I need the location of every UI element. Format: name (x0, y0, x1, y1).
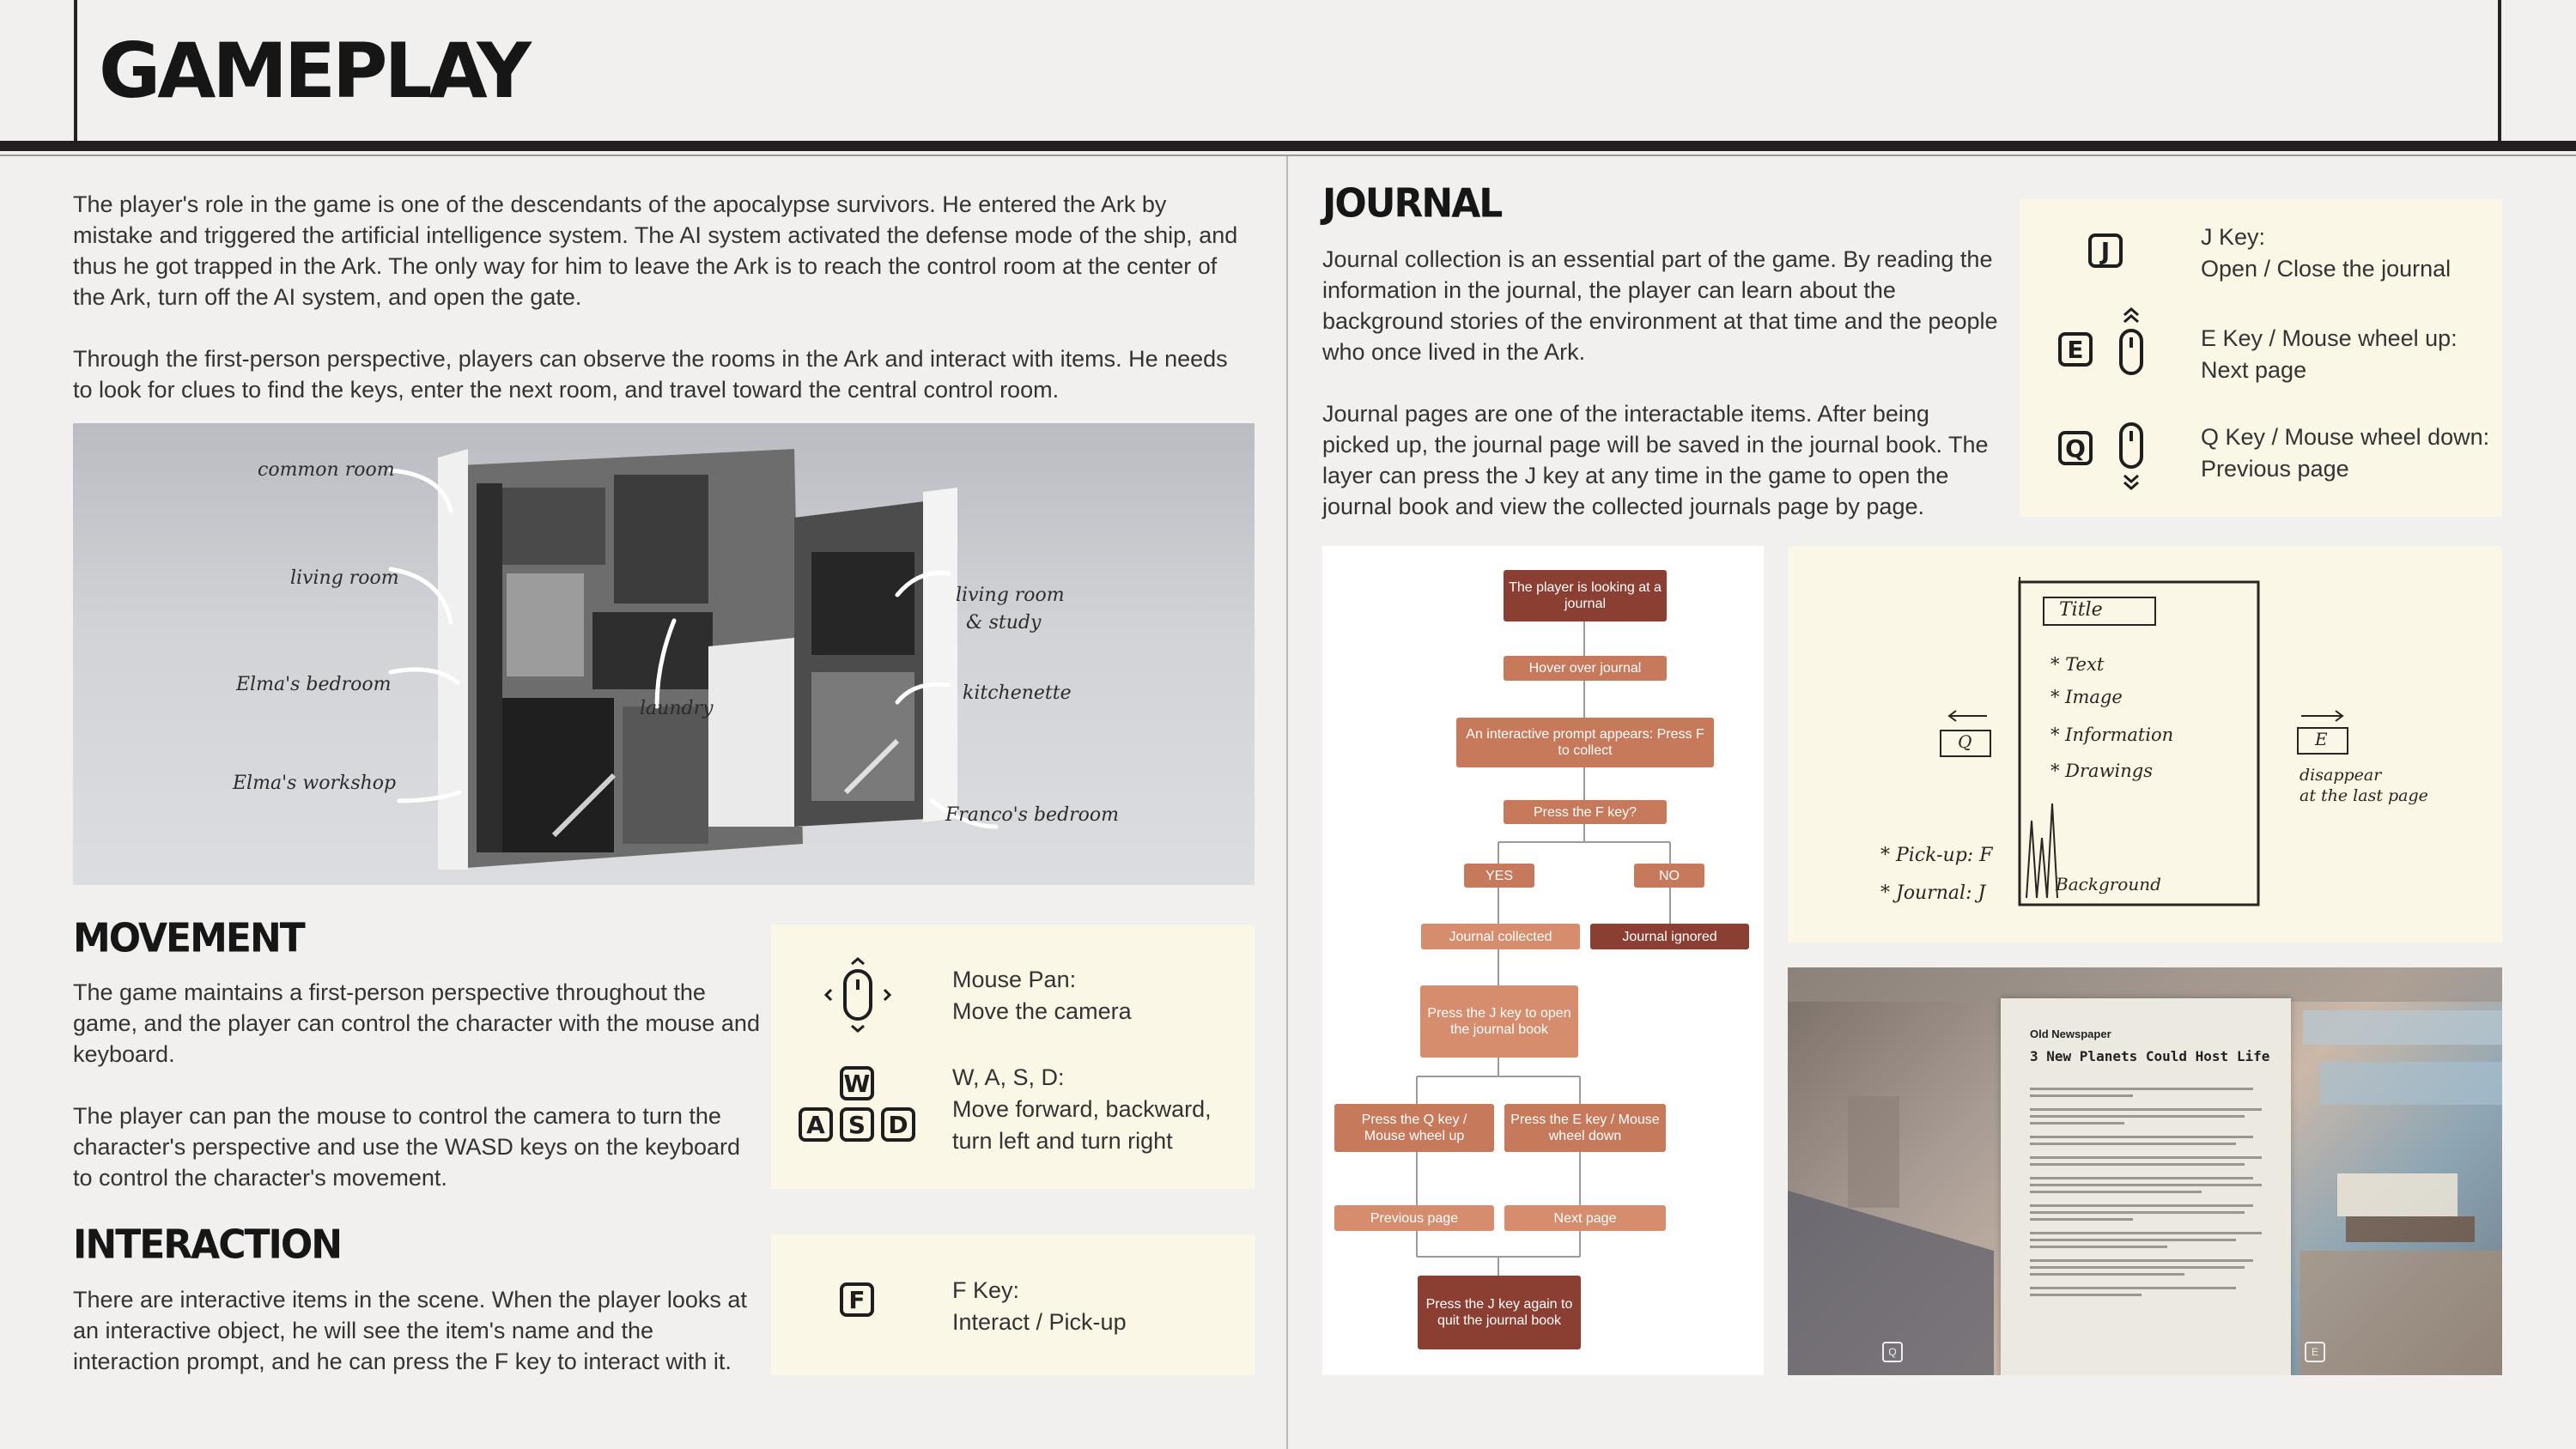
label-living-room: living room (290, 567, 399, 589)
sketch-drawing (1940, 577, 2348, 906)
ark-building-illustration (388, 449, 999, 870)
flowchart-connectors (1416, 621, 1671, 1276)
flow-node-open: Press the J key to open the journal book (1420, 985, 1578, 1058)
flow-node-yes: YES (1464, 864, 1534, 888)
movement-paragraph-2: The player can pan the mouse to control … (73, 1103, 741, 1191)
page-title: GAMEPLAY (99, 27, 532, 115)
intro-paragraph-2: Through the first-person perspective, pl… (73, 346, 1228, 403)
journal-heading: JOURNAL (1322, 180, 1503, 227)
newspaper-headline: 3 New Planets Could Host Life (2030, 1048, 2270, 1064)
q-key-desc: Previous page (2201, 456, 2349, 482)
in-game-journal-screenshot: Old Newspaper 3 New Planets Could Host L… (1788, 967, 2502, 1375)
newspaper-body-lines (2030, 1088, 2262, 1296)
sketch-pickup-note: * Pick-up: F (1880, 845, 1993, 866)
label-living-room-study-1: living room (956, 585, 1065, 606)
f-key-title: F Key: (952, 1277, 1020, 1303)
flow-node-looking: The player is looking at a journal (1504, 570, 1667, 621)
header-right-rule (2498, 0, 2501, 142)
sketch-background: Background (2056, 874, 2161, 894)
header-left-rule (74, 0, 77, 142)
f-key-desc: Interact / Pick-up (952, 1309, 1127, 1335)
flow-node-q-wheel: Press the Q key / Mouse wheel up (1334, 1104, 1494, 1152)
movement-heading: MOVEMENT (73, 915, 306, 962)
d-key: D (881, 1107, 915, 1142)
journal-layout-sketch: Title * Text * Image * Information * Dra… (1788, 546, 2502, 943)
j-key: J (2088, 233, 2123, 268)
screenshot-e-key: E (2305, 1342, 2325, 1362)
label-kitchenette: kitchenette (963, 682, 1072, 704)
header-thin-divider (0, 155, 2576, 156)
j-key-desc: Open / Close the journal (2201, 256, 2451, 282)
e-key: E (2058, 332, 2093, 367)
q-key-title: Q Key / Mouse wheel down: (2201, 424, 2490, 450)
interaction-controls-panel: F F Key: Interact / Pick-up (771, 1234, 1255, 1375)
ark-building-image: common room living room Elma's bedroom E… (73, 423, 1255, 885)
wasd-desc-line-2: turn left and turn right (952, 1128, 1173, 1154)
interaction-paragraph: There are interactive items in the scene… (73, 1287, 747, 1374)
f-key: F (840, 1282, 874, 1317)
sketch-item-information: * Information (2050, 724, 2174, 745)
sketch-item-drawings: * Drawings (2050, 761, 2154, 781)
w-key: W (840, 1066, 874, 1100)
column-divider (1286, 156, 1288, 1449)
sketch-journal-note: * Journal: J (1880, 882, 1986, 904)
interaction-heading: INTERACTION (73, 1222, 343, 1269)
q-key: Q (2058, 431, 2093, 465)
j-key-title: J Key: (2201, 224, 2266, 250)
flow-node-next: Next page (1504, 1205, 1666, 1231)
flow-node-collected: Journal collected (1421, 924, 1580, 949)
label-elmas-bedroom: Elma's bedroom (236, 674, 392, 695)
movement-paragraph-1: The game maintains a first-person perspe… (73, 979, 760, 1067)
journal-controls-panel: J J Key: Open / Close the journal E E Ke… (2020, 199, 2502, 517)
wasd-title: W, A, S, D: (952, 1064, 1065, 1090)
flow-node-prompt: An interactive prompt appears: Press F t… (1456, 718, 1714, 767)
mouse-pan-icon (823, 957, 892, 1033)
flow-node-hover: Hover over journal (1504, 656, 1667, 681)
sketch-title: Title (2059, 599, 2103, 621)
flow-node-quit: Press the J key again to quit the journa… (1418, 1276, 1581, 1349)
mouse-wheel-down-icon (2119, 422, 2143, 490)
sketch-item-image: * Image (2050, 687, 2123, 707)
screenshot-scene (1788, 967, 2502, 1375)
sketch-disappear-note-1: disappear (2300, 766, 2382, 785)
flow-node-prev: Previous page (1334, 1205, 1494, 1231)
label-francos-bedroom: Franco's bedroom (945, 804, 1120, 826)
movement-controls-panel: Mouse Pan: Move the camera W A S D W, A,… (771, 925, 1255, 1189)
intro-paragraph-1: The player's role in the game is one of … (73, 191, 1238, 310)
sketch-item-text: * Text (2050, 654, 2105, 675)
e-key-title: E Key / Mouse wheel up: (2201, 325, 2458, 351)
journal-paragraph-1: Journal collection is an essential part … (1322, 246, 1998, 365)
sketch-disappear-note-2: at the last page (2300, 786, 2428, 805)
journal-paragraph-2: Journal pages are one of the interactabl… (1322, 401, 1989, 519)
flow-node-decision: Press the F key? (1504, 800, 1667, 824)
journal-flowchart: The player is looking at a journal Hover… (1322, 546, 1764, 1375)
label-common-room: common room (258, 459, 395, 481)
label-elmas-workshop: Elma's workshop (233, 773, 397, 794)
label-laundry: laundry (640, 698, 714, 719)
wasd-desc-line-1: Move forward, backward, (952, 1096, 1212, 1122)
a-key: A (799, 1107, 833, 1142)
flow-node-e-wheel: Press the E key / Mouse wheel down (1504, 1104, 1666, 1152)
sketch-e-label: E (2315, 729, 2328, 749)
newspaper-kicker: Old Newspaper (2030, 1028, 2111, 1040)
e-key-desc: Next page (2201, 357, 2307, 383)
label-living-room-study-2: & study (966, 612, 1042, 634)
screenshot-q-key: Q (1882, 1342, 1903, 1362)
header-divider (0, 141, 2576, 151)
mouse-wheel-up-icon (2119, 307, 2143, 375)
mouse-pan-title: Mouse Pan: (952, 967, 1077, 992)
newspaper-page: Old Newspaper 3 New Planets Could Host L… (2001, 998, 2291, 1375)
sketch-q-label: Q (1958, 731, 1972, 752)
flow-node-ignored: Journal ignored (1590, 924, 1749, 949)
mouse-pan-desc: Move the camera (952, 998, 1132, 1024)
s-key: S (840, 1107, 874, 1142)
flow-node-no: NO (1634, 864, 1704, 888)
